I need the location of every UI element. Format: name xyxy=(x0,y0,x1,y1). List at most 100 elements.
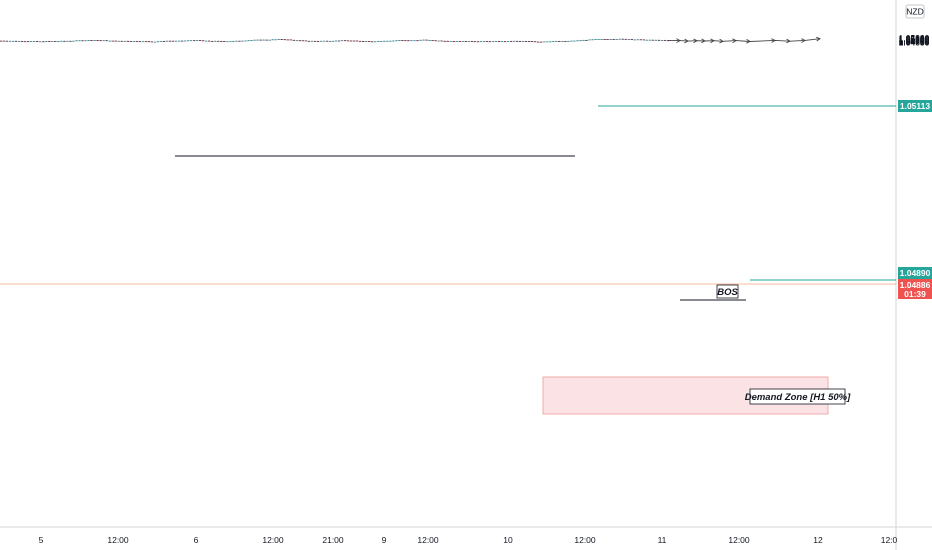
candle-body xyxy=(645,39,649,41)
candle-body xyxy=(428,40,431,41)
candle-body xyxy=(171,40,175,42)
time-tick-label: 9 xyxy=(382,535,387,545)
candle-body xyxy=(618,38,621,40)
time-axis[interactable]: 5 12:00 6 12:00 21:00 9 12:00 10 12:00 11 12:00 12 1… xyxy=(39,535,898,545)
price-tick-label: 1.05100 xyxy=(899,34,930,44)
candle-body xyxy=(494,41,498,42)
price-tick-label: 1.05200 xyxy=(899,33,930,43)
candle-body xyxy=(11,40,15,42)
candle-body xyxy=(537,41,540,43)
candle-body xyxy=(36,41,39,42)
candle-body xyxy=(597,39,600,40)
candle-body xyxy=(23,41,27,43)
candle-body xyxy=(20,41,24,42)
candle-body xyxy=(150,41,154,43)
candle-body xyxy=(99,40,102,42)
candle-body xyxy=(183,40,187,42)
candle-body xyxy=(298,40,301,42)
candle-body xyxy=(579,40,582,42)
candle-body xyxy=(319,40,323,42)
target-price-badge xyxy=(898,100,932,112)
candle-body xyxy=(138,41,141,43)
candle-body xyxy=(534,41,537,43)
price-tick-label: 1.05050 xyxy=(899,34,930,44)
candle-body xyxy=(177,40,181,42)
bos-price-badge xyxy=(898,267,932,279)
candle-body xyxy=(642,39,646,41)
candle-body xyxy=(2,40,6,42)
candle-body xyxy=(425,39,428,41)
candle-body xyxy=(648,39,652,41)
currency-box[interactable]: NZD xyxy=(905,4,925,19)
time-tick-label: 5 xyxy=(39,535,44,545)
candle-body xyxy=(147,41,151,43)
candle-body xyxy=(202,40,205,42)
candle-body xyxy=(135,41,138,42)
candle-body xyxy=(606,39,609,40)
candle-body xyxy=(250,40,253,41)
candle-body xyxy=(383,40,386,42)
projection-path[interactable] xyxy=(667,36,821,44)
candle-body xyxy=(410,40,413,42)
candle-body xyxy=(352,40,356,42)
candle-body xyxy=(174,40,178,42)
candle-body xyxy=(359,40,362,42)
candle-body xyxy=(186,40,190,42)
candle-body xyxy=(404,40,407,42)
candle-body xyxy=(467,41,470,42)
candles-group xyxy=(0,38,670,43)
candle-body xyxy=(30,41,33,42)
candle-body xyxy=(232,41,235,42)
candle-body xyxy=(600,39,603,40)
candle-body xyxy=(162,41,166,42)
candle-body xyxy=(238,40,241,42)
candle-body xyxy=(371,41,374,43)
time-tick-label: 12:00 xyxy=(107,535,129,545)
candle-body xyxy=(208,40,211,42)
candle-body xyxy=(105,40,108,42)
candle-body xyxy=(488,41,492,43)
candle-body xyxy=(141,41,145,43)
price-tick-label: 1.04700 xyxy=(899,37,930,47)
time-tick-label: 12:00 xyxy=(574,535,596,545)
candle-body xyxy=(443,40,446,42)
candle-body xyxy=(392,40,395,42)
price-axis[interactable]: NZD 1.052001.051501.051001.050501.050001… xyxy=(899,4,930,48)
candle-body xyxy=(196,40,199,41)
candle-body xyxy=(615,39,618,40)
candle-body xyxy=(72,40,75,42)
candle-body xyxy=(491,41,495,43)
candle-body xyxy=(214,40,217,42)
candle-body xyxy=(63,40,66,42)
candle-body xyxy=(180,40,184,42)
time-tick-label: 12 xyxy=(813,535,823,545)
candle-body xyxy=(555,41,558,42)
candle-body xyxy=(663,40,667,41)
candle-body xyxy=(573,40,576,42)
candle-body xyxy=(14,40,18,42)
candle-body xyxy=(419,39,422,41)
candle-body xyxy=(585,40,588,41)
candle-body xyxy=(57,41,60,42)
currency-label: NZD xyxy=(906,7,923,17)
candle-body xyxy=(168,40,172,42)
candle-body xyxy=(464,41,467,42)
candle-body xyxy=(380,41,383,42)
candle-body xyxy=(156,41,160,43)
bos-label: BOS xyxy=(717,287,738,298)
candle-body xyxy=(111,40,114,42)
candle-body xyxy=(226,41,229,43)
candle-body xyxy=(81,40,84,42)
candle-body xyxy=(349,40,353,42)
candle-body xyxy=(262,39,265,41)
candle-body xyxy=(343,40,347,42)
candle-body xyxy=(639,39,642,41)
candle-body xyxy=(576,40,579,42)
candle-body xyxy=(377,41,380,42)
candle-body xyxy=(503,41,507,43)
candle-body xyxy=(325,40,329,42)
projection-arrowhead xyxy=(771,38,776,43)
candle-body xyxy=(259,39,262,41)
